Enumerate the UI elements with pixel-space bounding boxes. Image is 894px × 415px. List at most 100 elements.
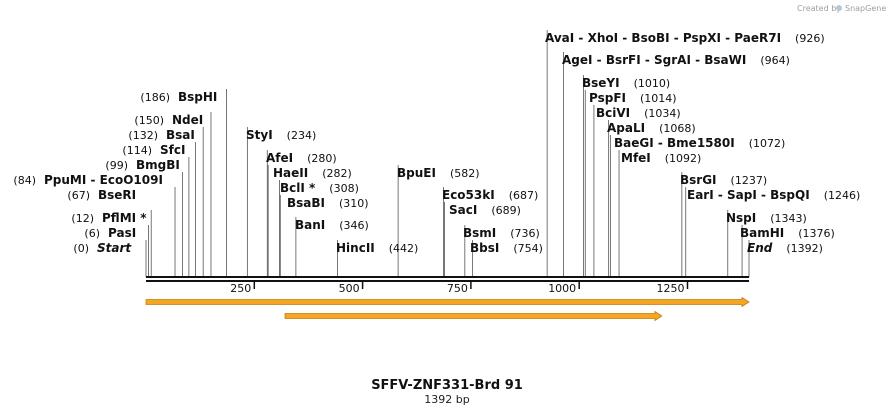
site-name: NspI [726,211,756,225]
site-label: End (1392) [747,241,823,255]
site-label: SfcI (114) [122,143,185,157]
site-label: BsrGI (1237) [680,173,767,187]
site-label: BaeGI - Bme1580I (1072) [614,136,785,150]
site-label: AgeI - BsrFI - SgrAI - BsaWI (964) [562,53,790,67]
site-name: PpuMI - EcoO109I [44,173,163,187]
site-position: (1392) [786,242,823,255]
site-position: (150) [134,114,164,127]
site-name: AfeI [266,151,293,165]
snapgene-logo-icon [836,5,842,11]
axis-tick-label: 750 [447,282,468,295]
site-position: (1237) [731,174,768,187]
map-length: 1392 bp [424,393,469,406]
site-position: (282) [322,167,352,180]
site-label: Eco53kI (687) [442,188,538,202]
site-label: BanI (346) [295,218,369,232]
site-label: MfeI (1092) [621,151,701,165]
site-position: (687) [509,189,539,202]
site-label: BsaI (132) [128,128,194,142]
site-position: (1068) [659,122,696,135]
site-label: ApaLI (1068) [607,121,696,135]
site-label: BamHI (1376) [740,226,835,240]
site-name: BsaI [166,128,195,142]
site-label: Start (0) [73,241,132,255]
site-label: PspFI (1014) [589,91,677,105]
site-name: MfeI [621,151,651,165]
site-name: PspFI [589,91,626,105]
credit: Created by SnapGene [797,4,886,13]
site-connectors [145,30,750,277]
site-position: (308) [329,182,359,195]
features [145,296,750,322]
site-labels: Start (0) PasI (6)PflMI * (12) BseRI (67) PpuMI… [13,31,860,255]
site-name: StyI [246,128,273,142]
site-name: BspHI [178,90,217,104]
site-position: (1343) [770,212,807,225]
site-label: BciVI (1034) [596,106,681,120]
site-label: BpuEI (582) [397,166,480,180]
site-position: (582) [450,167,480,180]
site-name: PasI [108,226,136,240]
site-name: BamHI [740,226,784,240]
axis-tick-label: 250 [230,282,251,295]
site-name: AgeI - BsrFI - SgrAI - BsaWI [562,53,746,67]
site-name: HincII [336,241,375,255]
site-position: (689) [491,204,521,217]
site-name: BclI * [280,181,316,195]
site-position: (99) [105,159,128,172]
site-name: BseRI [98,188,136,202]
site-name: BsaBI [287,196,325,210]
site-position: (132) [128,129,158,142]
site-position: (6) [84,227,100,240]
site-position: (280) [307,152,337,165]
site-position: (1010) [634,77,671,90]
site-label: HincII (442) [336,241,418,255]
site-label: BseRI (67) [67,188,136,202]
site-position: (310) [339,197,369,210]
site-label: NspI (1343) [726,211,807,225]
site-position: (964) [760,54,790,67]
site-position: (1092) [665,152,702,165]
site-position: (1246) [824,189,861,202]
site-name: BbsI [470,241,499,255]
feature-arrow-1 [145,296,750,308]
site-label: AfeI (280) [266,151,337,165]
site-name: BseYI [582,76,620,90]
site-label: BbsI (754) [470,241,543,255]
site-label: BmgBI (99) [105,158,179,172]
site-name: BaeGI - Bme1580I [614,136,735,150]
site-position: (1072) [749,137,786,150]
site-label: PasI (6) [84,226,136,240]
site-name: EarI - SapI - BspQI [687,188,810,202]
site-position: (736) [510,227,540,240]
site-label: BspHI (186) [140,90,217,104]
credit-text: Created by [797,4,841,13]
axis-tick-label: 1250 [656,282,684,295]
credit-brand: SnapGene [845,4,886,13]
site-position: (1014) [640,92,677,105]
site-name: BsrGI [680,173,717,187]
site-position: (1376) [798,227,835,240]
site-position: (12) [71,212,94,225]
site-name: End [747,241,773,255]
axis-tick-label: 1000 [548,282,576,295]
axis-ticks: 250 500 750 1000 1250 [230,281,689,295]
site-position: (114) [122,144,152,157]
axis-tick-label: 500 [339,282,360,295]
site-position: (186) [140,91,170,104]
site-label: BsmI (736) [463,226,540,240]
site-label: HaeII (282) [273,166,352,180]
site-label: NdeI (150) [134,113,203,127]
site-name: BanI [295,218,325,232]
site-label: EarI - SapI - BspQI (1246) [687,188,860,202]
site-name: SfcI [160,143,185,157]
site-label: BseYI (1010) [582,76,670,90]
site-name: PflMI * [102,211,147,225]
site-position: (84) [13,174,36,187]
site-name: AvaI - XhoI - BsoBI - PspXI - PaeR7I [545,31,781,45]
site-label: PflMI * (12) [71,211,147,225]
site-label: StyI (234) [246,128,316,142]
site-position: (926) [795,32,825,45]
site-name: Start [97,241,132,255]
